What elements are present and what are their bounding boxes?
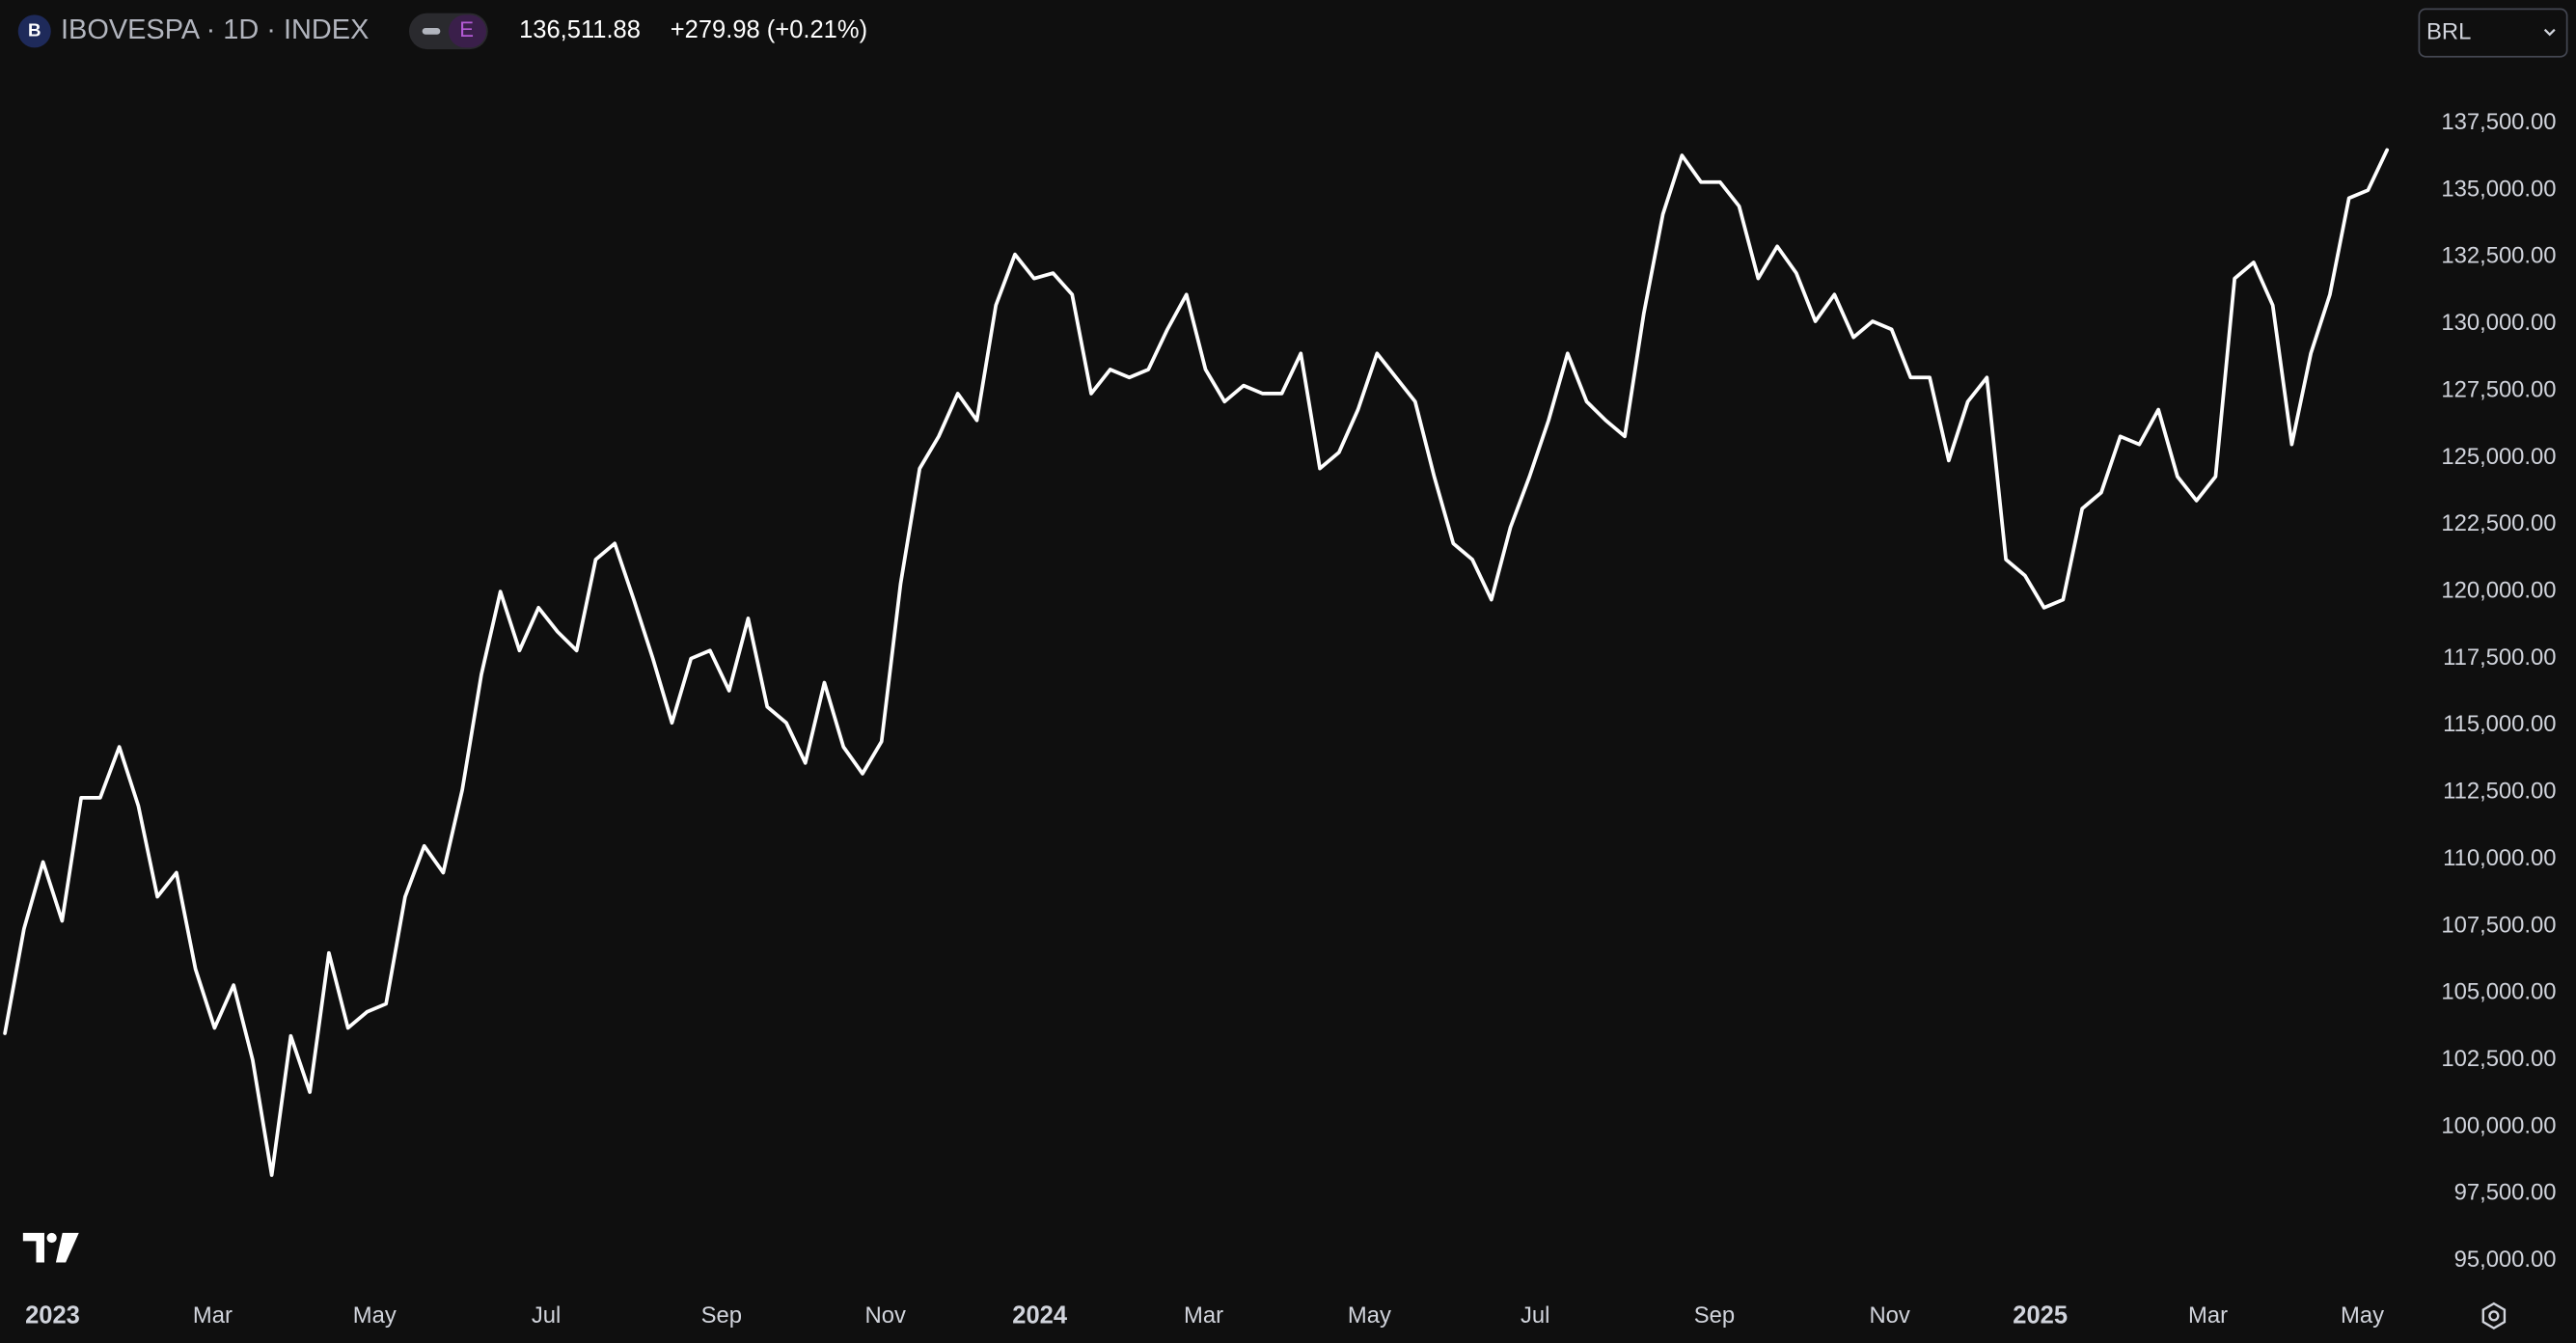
y-tick-label: 115,000.00 <box>2443 711 2556 737</box>
x-tick-label: Jul <box>1521 1302 1549 1329</box>
x-tick-label: Nov <box>864 1302 905 1329</box>
y-tick-label: 102,500.00 <box>2441 1046 2556 1072</box>
y-tick-label: 137,500.00 <box>2441 109 2556 135</box>
y-tick-label: 130,000.00 <box>2441 310 2556 336</box>
x-tick-label: Mar <box>2188 1302 2228 1329</box>
x-tick-label: 2023 <box>25 1302 80 1329</box>
x-tick-label: Mar <box>193 1302 233 1329</box>
symbol-title[interactable]: IBOVESPA · 1D · INDEX <box>61 14 369 45</box>
x-tick-label: 2024 <box>1012 1302 1068 1329</box>
y-tick-label: 100,000.00 <box>2441 1112 2556 1138</box>
currency-label: BRL <box>2426 18 2471 44</box>
price-change: +279.98 (+0.21%) <box>671 16 867 43</box>
y-tick-label: 110,000.00 <box>2443 845 2556 871</box>
chevron <box>2543 28 2556 37</box>
y-tick-label: 117,500.00 <box>2443 644 2556 671</box>
tv-logo <box>22 1232 79 1263</box>
x-tick-label: May <box>1348 1302 1391 1329</box>
y-tick-label: 107,500.00 <box>2441 912 2556 938</box>
exchange-icon <box>17 14 51 48</box>
y-tick-label: 135,000.00 <box>2441 176 2556 202</box>
price: 136,511.88 <box>519 16 641 43</box>
x-tick-label: Nov <box>1869 1302 1909 1329</box>
y-tick-label: 127,500.00 <box>2441 376 2556 402</box>
settings-icon[interactable] <box>2481 1302 2507 1330</box>
y-tick-label: 122,500.00 <box>2441 510 2556 536</box>
x-tick-label: May <box>353 1302 397 1329</box>
price-line <box>3 148 2390 1177</box>
y-tick-label: 120,000.00 <box>2441 578 2556 604</box>
badge-e-bg <box>448 14 487 48</box>
y-tick-label: 105,000.00 <box>2441 979 2556 1005</box>
y-tick-label: 125,000.00 <box>2441 444 2556 470</box>
x-tick-label: 2025 <box>2013 1302 2068 1329</box>
exchange-icon-text: B <box>28 19 41 40</box>
y-tick-label: 95,000.00 <box>2454 1247 2557 1273</box>
x-tick-label: Mar <box>1184 1302 1223 1329</box>
badge-e: E <box>459 17 474 41</box>
y-tick-label: 112,500.00 <box>2443 779 2556 805</box>
x-tick-label: Sep <box>701 1302 742 1329</box>
currency-select[interactable] <box>2418 8 2568 58</box>
y-tick-label: 132,500.00 <box>2441 243 2556 269</box>
badge-dash <box>422 27 441 35</box>
x-tick-label: Sep <box>1694 1302 1735 1329</box>
x-tick-label: Jul <box>532 1302 561 1329</box>
x-tick-label: May <box>2341 1302 2384 1329</box>
y-tick-label: 97,500.00 <box>2454 1180 2557 1206</box>
